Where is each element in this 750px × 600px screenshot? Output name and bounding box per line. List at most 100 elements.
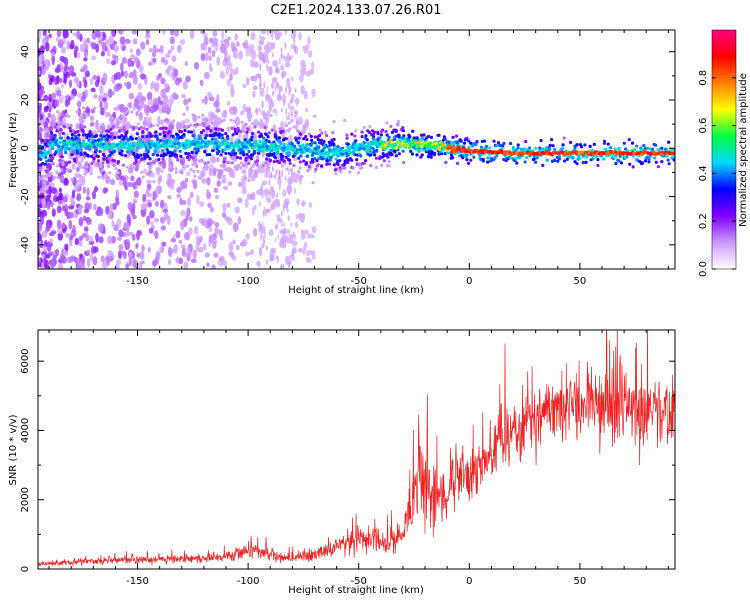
heatmap-cell <box>292 144 297 148</box>
heatmap-cell <box>128 101 132 110</box>
heatmap-cell <box>168 129 172 134</box>
heatmap-cell <box>367 130 371 135</box>
heatmap-cell <box>472 155 476 159</box>
heatmap-cell <box>417 140 422 144</box>
heatmap-cell <box>271 52 274 58</box>
heatmap-cell <box>396 140 401 144</box>
heatmap-cell <box>85 196 91 201</box>
heatmap-cell <box>130 137 134 141</box>
heatmap-cell <box>500 146 504 151</box>
heatmap-cell <box>132 75 138 86</box>
heatmap-cell <box>343 118 347 123</box>
heatmap-cell <box>182 112 186 117</box>
heatmap-cell <box>209 67 213 72</box>
heatmap-cell <box>216 180 221 187</box>
heatmap-cell <box>123 81 128 87</box>
y-tick-label: 6000 <box>20 348 31 373</box>
heatmap-cell <box>50 258 55 269</box>
heatmap-cell <box>127 169 132 173</box>
heatmap-cell <box>214 194 219 200</box>
heatmap-cell <box>285 167 289 171</box>
heatmap-cell <box>79 174 83 178</box>
heatmap-cell <box>102 187 108 194</box>
heatmap-cell <box>115 259 122 266</box>
heatmap-cell <box>319 138 323 142</box>
heatmap-cell <box>397 145 402 149</box>
heatmap-cell <box>519 147 523 151</box>
heatmap-cell <box>627 137 631 142</box>
heatmap-cell <box>259 246 263 257</box>
heatmap-cell <box>296 141 300 145</box>
heatmap-cell <box>242 83 247 89</box>
heatmap-cell <box>356 171 361 175</box>
heatmap-cell <box>277 234 280 240</box>
heatmap-cell <box>68 65 75 74</box>
heatmap-cell <box>325 159 330 163</box>
heatmap-cell <box>56 148 60 152</box>
heatmap-cell <box>132 258 137 268</box>
heatmap-cell <box>153 192 158 199</box>
heatmap-cell <box>443 137 447 141</box>
heatmap-cell <box>138 64 144 74</box>
heatmap-cell <box>295 124 299 131</box>
heatmap-cell <box>247 161 251 166</box>
heatmap-cell <box>633 147 637 152</box>
heatmap-cell <box>74 172 78 178</box>
heatmap-cell <box>101 161 105 165</box>
heatmap-cell <box>214 227 219 235</box>
heatmap-cell <box>281 234 286 244</box>
heatmap-cell <box>228 161 232 165</box>
heatmap-cell <box>220 39 225 46</box>
heatmap-cell <box>258 187 261 196</box>
heatmap-cell <box>264 231 267 238</box>
heatmap-cell <box>173 243 178 254</box>
heatmap-cell <box>61 223 66 229</box>
heatmap-cell <box>259 63 262 71</box>
heatmap-cell <box>379 133 383 137</box>
heatmap-cell <box>191 113 195 117</box>
heatmap-cell <box>99 84 104 95</box>
heatmap-cell <box>245 47 251 57</box>
heatmap-cell <box>227 181 233 186</box>
heatmap-cell <box>140 170 144 175</box>
heatmap-cell <box>333 150 338 154</box>
heatmap-cell <box>653 156 657 160</box>
heatmap-cell <box>273 132 277 137</box>
heatmap-cell <box>364 158 368 163</box>
heatmap-cell <box>548 143 552 147</box>
heatmap-cell <box>187 144 192 148</box>
heatmap-cell <box>47 126 53 132</box>
heatmap-cell <box>280 264 283 269</box>
heatmap-cell <box>396 123 400 127</box>
heatmap-cell <box>57 38 64 48</box>
heatmap-cell <box>172 92 177 98</box>
heatmap-cell <box>223 167 227 172</box>
heatmap-cell <box>100 137 104 141</box>
heatmap-cell <box>305 137 309 142</box>
heatmap-cell <box>74 140 79 145</box>
heatmap-cell <box>220 133 224 137</box>
heatmap-cell <box>163 134 167 138</box>
x-tick-label: -150 <box>126 576 149 587</box>
heatmap-cell <box>77 177 84 184</box>
heatmap-cell <box>73 213 79 219</box>
heatmap-cell <box>390 152 394 157</box>
heatmap-cell <box>153 82 160 92</box>
heatmap-cell <box>256 159 260 163</box>
heatmap-cell <box>304 143 309 147</box>
heatmap-cell <box>93 203 97 211</box>
heatmap-cell <box>373 153 377 157</box>
heatmap-cell <box>128 251 133 259</box>
heatmap-cell <box>160 225 167 231</box>
heatmap-cell <box>161 241 167 247</box>
heatmap-cell <box>68 126 72 130</box>
heatmap-cell <box>274 237 277 243</box>
heatmap-cell <box>266 135 270 139</box>
heatmap-cell <box>150 134 154 138</box>
heatmap-cell <box>185 75 191 83</box>
heatmap-cell <box>154 230 159 240</box>
heatmap-cell <box>569 140 573 145</box>
heatmap-cell <box>68 79 73 89</box>
heatmap-cell <box>74 46 79 52</box>
heatmap-cell <box>304 161 309 165</box>
